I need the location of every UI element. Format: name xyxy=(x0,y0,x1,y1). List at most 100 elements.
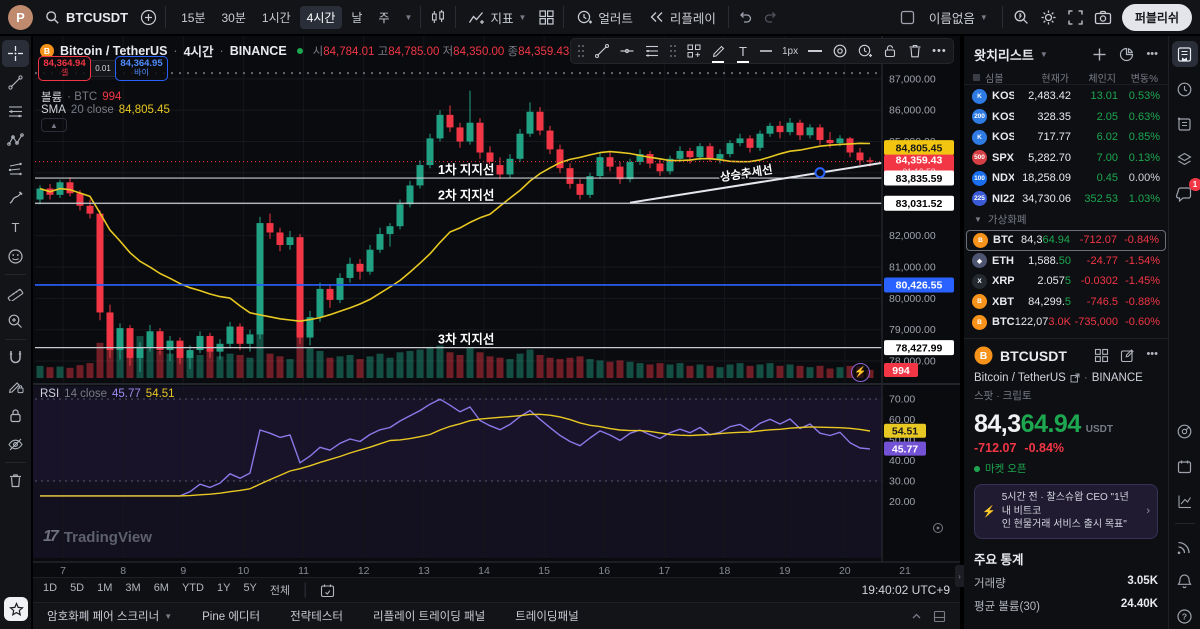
range-5Y[interactable]: 5Y xyxy=(243,582,257,594)
object-tree-rail-icon[interactable] xyxy=(1172,146,1198,172)
panel-expand-icon[interactable] xyxy=(910,610,923,623)
publish-button[interactable]: 퍼블리쉬 xyxy=(1121,3,1192,31)
candle-style-icon[interactable] xyxy=(429,8,447,26)
measure-tool[interactable] xyxy=(2,279,29,306)
indicators-button[interactable]: 지표 ▼ xyxy=(464,6,530,29)
pane-collapse-button[interactable]: ▲ xyxy=(41,118,67,132)
alerts-rail-icon[interactable] xyxy=(1172,76,1198,102)
timeframe-30분[interactable]: 30분 xyxy=(221,10,246,25)
layout-name-button[interactable]: 이름없음 ▼ xyxy=(925,6,992,29)
watchlist-row-XRPUSD[interactable]: X XRPUSD 2.0575 -0.0302 -1.45% xyxy=(964,271,1168,292)
timeframe-15분[interactable]: 15분 xyxy=(181,10,206,25)
clock[interactable]: 19:40:02 UTC+9 xyxy=(861,583,950,597)
trendline-quick-tool[interactable] xyxy=(594,43,610,59)
more-options-icon[interactable]: ••• xyxy=(1146,348,1158,360)
prediction-tool[interactable] xyxy=(2,156,29,183)
range-1M[interactable]: 1M xyxy=(97,582,113,594)
watchlist-row-KOSPI[interactable]: 200 KOSPI• 328.35 2.05 0.63% xyxy=(964,107,1168,128)
fullscreen-icon[interactable] xyxy=(1067,9,1084,26)
watchlist-row-ETHUSD[interactable]: ◆ ETHUSD 1,588.50 -24.77 -1.54% xyxy=(964,251,1168,272)
hotlists-rail-icon[interactable] xyxy=(1172,418,1198,444)
watchlist-row-KOSPI[interactable]: K KOSPI• 2,483.42 13.01 0.53% xyxy=(964,86,1168,107)
pencil-tool[interactable] xyxy=(711,43,727,63)
tab-Pine-에디터[interactable]: Pine 에디터 xyxy=(202,611,261,623)
watchlist-row-XBTUSD[interactable]: B XBTUSD 84,299.5 -746.5 -0.88% xyxy=(964,292,1168,313)
ideas-rail-icon[interactable] xyxy=(1172,488,1198,514)
notes-rail-icon[interactable] xyxy=(1172,111,1198,137)
tab-암호화폐-페어-스크리너[interactable]: 암호화폐 페어 스크리너 ▼ xyxy=(47,611,173,623)
timeframe-4시간[interactable]: 4시간 xyxy=(299,5,343,29)
line-color-tool[interactable] xyxy=(832,43,848,59)
magnet-tool[interactable] xyxy=(2,344,29,371)
settings-gear-icon[interactable] xyxy=(1040,9,1057,26)
watchlist-row-NI225[interactable]: 225 NI225• 34,730.06 352.53 1.03% xyxy=(964,189,1168,210)
bell-rail-icon[interactable] xyxy=(1172,568,1198,594)
buy-button[interactable]: 84,364.95 바이 xyxy=(115,56,168,81)
portfolio-pie-icon[interactable] xyxy=(1119,47,1134,62)
pattern-tool[interactable] xyxy=(2,127,29,154)
timeframe-주[interactable]: 주 xyxy=(378,10,390,25)
watchlist-row-BTCUSD[interactable]: B BTCUSD 84,364.94 -712.07 -0.84% xyxy=(966,230,1166,251)
more-options-icon[interactable]: ••• xyxy=(932,45,947,57)
help-rail-icon[interactable]: ? xyxy=(1172,603,1198,629)
zoom-in-tool[interactable] xyxy=(2,308,29,335)
drawing-mode-tool[interactable] xyxy=(2,373,29,400)
user-avatar[interactable]: P xyxy=(8,4,33,30)
drag-handle-icon[interactable] xyxy=(669,44,677,58)
undo-icon[interactable] xyxy=(737,10,754,25)
text-tool[interactable]: T xyxy=(11,220,20,235)
symbol-search-button[interactable]: BTCUSDT xyxy=(41,10,132,25)
range-1Y[interactable]: 1Y xyxy=(216,582,231,594)
fib-retracement-tool[interactable] xyxy=(2,98,29,125)
news-feed-rail-icon[interactable] xyxy=(1172,533,1198,559)
range-YTD[interactable]: YTD xyxy=(181,582,204,594)
alert-button[interactable]: 얼러트 xyxy=(572,6,637,29)
redo-icon[interactable] xyxy=(762,10,779,25)
trendline-tool[interactable] xyxy=(2,69,29,96)
add-symbol-icon[interactable] xyxy=(1092,47,1107,62)
watchlist-section[interactable]: ▼ 가상화폐 xyxy=(964,209,1168,230)
chevron-down-icon[interactable]: ▼ xyxy=(404,12,413,22)
remove-all-tool[interactable] xyxy=(2,467,29,494)
tab-트레이딩패널[interactable]: 트레이딩패널 xyxy=(515,611,579,623)
horizontal-line-quick-tool[interactable] xyxy=(619,43,635,59)
drag-handle-icon[interactable] xyxy=(577,44,585,58)
volume-indicator-row[interactable]: 볼륨 · BTC 994 xyxy=(41,89,121,105)
panel-collapse-handle[interactable]: › xyxy=(955,565,964,587)
range-3M[interactable]: 3M xyxy=(125,582,141,594)
calendar-rail-icon[interactable] xyxy=(1172,453,1198,479)
tab-리플레이-트레이딩-패널[interactable]: 리플레이 트레이딩 패널 xyxy=(372,611,486,623)
edit-icon[interactable] xyxy=(1120,348,1135,363)
news-card[interactable]: ⚡ 5시간 전 · 찰스슈왑 CEO "1년 내 비트코 인 현물거래 서비스 출… xyxy=(974,484,1158,539)
detail-symbol[interactable]: BTCUSDT xyxy=(1000,347,1067,364)
save-layout-icon[interactable] xyxy=(900,10,915,25)
chevron-down-icon[interactable]: ▼ xyxy=(1039,49,1048,59)
delete-drawing-tool[interactable] xyxy=(907,43,923,59)
add-alert-tool[interactable] xyxy=(857,43,873,59)
lock-all-tool[interactable] xyxy=(2,402,29,429)
fib-quick-tool[interactable] xyxy=(644,43,660,59)
range-5D[interactable]: 5D xyxy=(70,582,85,594)
watchlist-row-BTCKRW[interactable]: B BTCKRW122,073.0K-735,000 -0.60% xyxy=(964,312,1168,333)
sma-indicator-row[interactable]: SMA 20 close 84,805.45 xyxy=(41,104,170,116)
tab-전략테스터[interactable]: 전략테스터 xyxy=(290,611,343,623)
detail-pair-link[interactable]: Bitcoin / TetherUS · BINANCE xyxy=(974,372,1143,384)
timeframe-1시간[interactable]: 1시간 xyxy=(261,10,291,25)
grid-view-icon[interactable] xyxy=(1094,348,1109,363)
go-to-date-icon[interactable] xyxy=(320,583,335,598)
layout-grid-icon[interactable] xyxy=(538,9,555,26)
replay-button[interactable]: 리플레이 xyxy=(645,6,720,29)
emoji-tool[interactable] xyxy=(2,243,29,270)
watchlist-row-NDX[interactable]: 100 NDX• 18,258.09 0.45 0.00% xyxy=(964,168,1168,189)
watchlist-title[interactable]: 왓치리스트 xyxy=(974,47,1034,63)
range-전체[interactable]: 전체 xyxy=(269,585,291,597)
watchlist-row-SPX[interactable]: 500 SPX• 5,282.70 7.00 0.13% xyxy=(964,148,1168,169)
crosshair-tool[interactable] xyxy=(2,40,29,67)
hide-all-tool[interactable] xyxy=(2,431,29,458)
quick-search-icon[interactable] xyxy=(1013,9,1030,26)
more-options-icon[interactable]: ••• xyxy=(1146,48,1158,60)
favorites-star-button[interactable] xyxy=(4,597,28,621)
lock-drawing-tool[interactable] xyxy=(882,43,898,59)
sell-button[interactable]: 84,364.94 셀 xyxy=(38,56,91,81)
